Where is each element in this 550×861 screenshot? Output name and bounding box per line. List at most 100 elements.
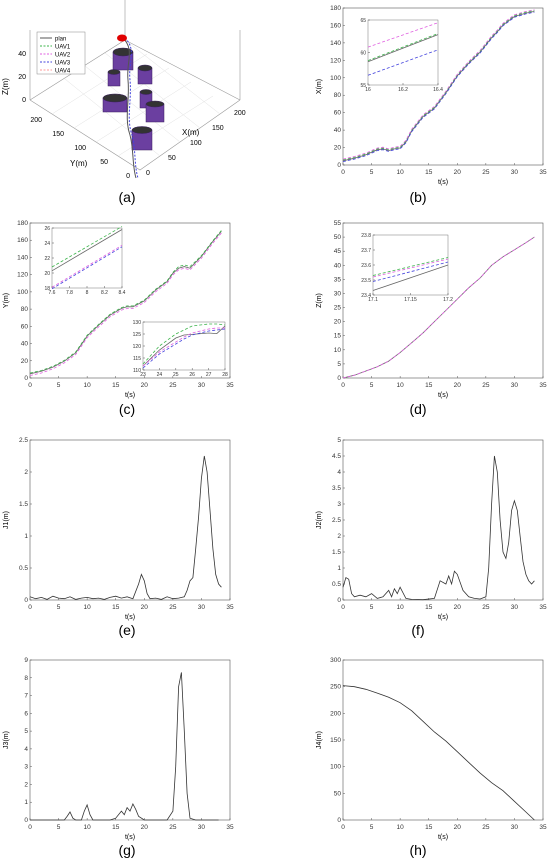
y-axis-label: Y(m) xyxy=(70,159,88,168)
x-tick-label: 35 xyxy=(226,382,234,389)
panel-a-3d-plot: plan UAV1 UAV2 UAV3 UAV4 Z(m) Y(m) X(m) 0 50 1… xyxy=(1,0,246,180)
x-tick-label: 0 xyxy=(341,824,345,831)
x-tick-label: 15 xyxy=(425,382,433,389)
x-tick-label: 5 xyxy=(370,169,374,176)
inset-plot: 7.6 7.8 8 8.2 8.4 18 20 22 24 26 xyxy=(44,226,125,296)
y-tick-label: 18 xyxy=(44,286,50,292)
z-tick-label: 40 xyxy=(18,51,26,58)
legend-label: UAV3 xyxy=(55,61,71,67)
y-tick-label: 15 xyxy=(334,333,342,340)
obstacle xyxy=(112,47,134,57)
y-tick-label: 65 xyxy=(360,18,366,24)
y-tick-label: 7 xyxy=(24,693,28,700)
y-tick-label: 20 xyxy=(334,145,342,152)
x-tick-label: 17.2 xyxy=(443,297,453,303)
y-tick-label: 1.5 xyxy=(19,501,28,508)
series-line-inset-1 xyxy=(372,258,449,278)
y-tick-label: 9 xyxy=(24,657,28,664)
series-line-j1 xyxy=(29,455,222,600)
x-tick-label: 25 xyxy=(169,382,177,389)
series-line-inset-2 xyxy=(367,22,439,48)
trajectory-plan xyxy=(122,37,137,179)
x-tick-label: 23 xyxy=(140,372,146,378)
panel-label-c: (c) xyxy=(119,401,135,417)
x-tick-label: 20 xyxy=(454,169,462,176)
x-tick-label: 26 xyxy=(189,372,195,378)
panel-label-b: (b) xyxy=(409,189,426,205)
y-tick-label: 140 xyxy=(330,40,341,47)
x-axis-label: t(s) xyxy=(125,834,135,841)
x-tick-label: 35 xyxy=(539,169,547,176)
x-tick-label: 5 xyxy=(57,382,61,389)
panel-e-chart: 0 5 10 15 20 25 30 35 0 0.5 1 1.5 2 2.5 t(s) J1(m) xyxy=(3,437,234,621)
x-axis-label: t(s) xyxy=(438,392,448,399)
series-line-j3 xyxy=(30,672,219,821)
y-tick-label: 180 xyxy=(17,220,28,227)
y-tick-label: 180 xyxy=(330,5,341,12)
y-tick-label: 120 xyxy=(133,344,142,350)
y-tick-label: 40 xyxy=(334,127,342,134)
y-tick-label: 23.7 xyxy=(361,248,371,254)
x-tick-label: 10 xyxy=(84,382,92,389)
x-tick-label: 7.6 xyxy=(49,290,56,296)
y-tick-label: 1 xyxy=(337,565,341,572)
y-tick-label: 0 xyxy=(337,375,341,382)
x-tick-label: 0 xyxy=(28,824,32,831)
plot-frame xyxy=(342,659,544,821)
panel-d-chart: 0 5 10 15 20 25 30 35 0 5 10 15 20 25 30 35 40 45 50 55 t(s)… xyxy=(316,220,547,399)
y-tick-label: 2.5 xyxy=(332,517,341,524)
x-tick-label: 20 xyxy=(141,382,149,389)
series-line-plan xyxy=(29,231,222,375)
y-tick-label: 140 xyxy=(17,254,28,261)
series-line-uav2 xyxy=(342,236,535,379)
y-tick-label: 20 xyxy=(334,319,342,326)
y-tick-label: 45 xyxy=(334,248,342,255)
series-line-inset-0 xyxy=(372,257,449,276)
y-tick-label: 5 xyxy=(337,437,341,444)
plot-frame xyxy=(342,439,544,601)
series-line-inset-3 xyxy=(51,246,123,290)
x-tick-label: 30 xyxy=(511,169,519,176)
panel-g-chart: 0 5 10 15 20 25 30 35 0 1 2 3 4 5 6 7 8 9 t(s) J3(m) xyxy=(3,657,234,841)
y-tick-label: 0 xyxy=(24,597,28,604)
y-tick-label: 8 xyxy=(24,675,28,682)
y-axis-label: J4(m) xyxy=(316,731,323,749)
x-tick-label: 20 xyxy=(454,824,462,831)
x-tick-label: 0 xyxy=(341,169,345,176)
panel-labels: (a) (b) (c) (d) (e) (f) (g) (h) xyxy=(118,189,426,858)
y-tick-label: 5 xyxy=(24,728,28,735)
x-tick-label: 15 xyxy=(425,604,433,611)
series-line-uav3 xyxy=(342,11,535,162)
y-tick-label: 20 xyxy=(21,358,29,365)
y-tick-label: 25 xyxy=(334,305,342,312)
inset-frame xyxy=(367,19,439,86)
y-axis-label: Y(m) xyxy=(3,293,10,308)
y-tick-label: 160 xyxy=(330,22,341,29)
x-tick-label: 16 xyxy=(365,87,371,93)
y-tick-label: 5 xyxy=(337,361,341,368)
x-tick-label: 15 xyxy=(112,604,120,611)
x-tick-label: 30 xyxy=(511,382,519,389)
y-tick-label: 200 xyxy=(330,710,341,717)
series-line-inset-1 xyxy=(142,323,226,365)
target-marker xyxy=(117,34,127,42)
x-tick-label: 30 xyxy=(198,382,206,389)
y-tick-label: 160 xyxy=(17,237,28,244)
y-tick-label: 120 xyxy=(17,272,28,279)
y-tick-label: 60 xyxy=(334,110,342,117)
series-line-uav1 xyxy=(29,230,222,374)
x-axis-label: X(m) xyxy=(182,128,200,137)
x-tick-label: 5 xyxy=(370,824,374,831)
x-tick-label: 25 xyxy=(173,372,179,378)
y-tick-label: 6 xyxy=(24,710,28,717)
x-tick-label: 5 xyxy=(57,604,61,611)
y-tick-label: 23.4 xyxy=(361,293,371,299)
y-tick-label: 100 xyxy=(74,145,86,152)
series-line-inset-3 xyxy=(372,264,449,291)
series-line-uav1 xyxy=(342,10,535,161)
y-tick-label: 23.6 xyxy=(361,263,371,269)
y-tick-label: 0 xyxy=(337,162,341,169)
y-tick-label: 35 xyxy=(334,276,342,283)
x-tick-label: 100 xyxy=(190,140,202,147)
series-line-inset-2 xyxy=(51,244,123,288)
